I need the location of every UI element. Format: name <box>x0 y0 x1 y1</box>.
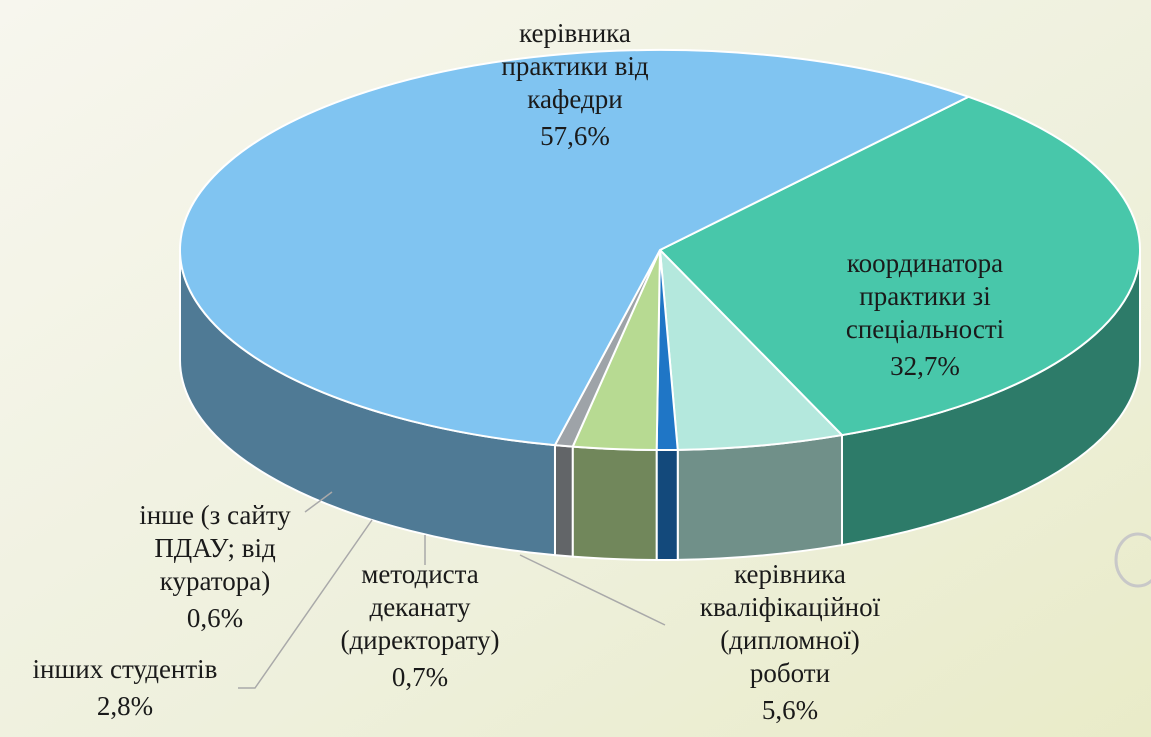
category-label: інше (з сайту ПДАУ; від куратора) <box>139 500 291 596</box>
label-line: практики від <box>501 51 649 81</box>
value-label: 2,8% <box>97 691 153 721</box>
label-line: деканату <box>369 592 471 622</box>
label-line: куратора) <box>160 566 270 596</box>
label-line: координатора <box>847 248 1003 278</box>
category-label: координатора практики зі спеціальності <box>846 248 1004 344</box>
category-label: інших студентів <box>33 654 218 684</box>
slice-side <box>571 445 658 561</box>
value-label: 5,6% <box>762 695 818 725</box>
label-line: практики зі <box>859 281 990 311</box>
label-line: (дипломної) <box>720 625 860 655</box>
slice <box>658 95 1141 437</box>
slice-side <box>676 433 843 561</box>
leader-line <box>238 519 373 689</box>
label-line: кафедри <box>527 84 623 114</box>
label-line: (директорату) <box>340 625 499 655</box>
leader-line <box>519 554 666 626</box>
slice <box>179 49 972 447</box>
category-label: методиста деканату (директорату) <box>340 559 499 655</box>
label-line: методиста <box>361 559 479 589</box>
label-line: ПДАУ; від <box>154 533 276 563</box>
label-line: інших студентів <box>33 654 218 684</box>
value-label: 32,7% <box>890 351 960 381</box>
label-line: керівника <box>519 18 631 48</box>
pie <box>179 49 1141 561</box>
category-label: керівника практики від кафедри <box>501 18 649 114</box>
label-line: керівника <box>734 559 846 589</box>
value-label: 0,7% <box>392 662 448 692</box>
leader-line <box>304 491 333 513</box>
slice-side <box>553 444 574 558</box>
labels: координатора практики зі спеціальності 32,7… <box>33 18 1005 725</box>
label-line: спеціальності <box>846 314 1004 344</box>
value-label: 57,6% <box>540 121 610 151</box>
decoration <box>1114 532 1151 588</box>
label-line: кваліфікаційної <box>700 592 881 622</box>
slice <box>658 247 845 451</box>
label-line: інше (з сайту <box>139 500 291 530</box>
value-label: 0,6% <box>187 603 243 633</box>
label-line: роботи <box>750 658 830 688</box>
category-label: керівника кваліфікаційної (дипломної) робот… <box>700 559 881 688</box>
slice-side <box>655 448 679 561</box>
